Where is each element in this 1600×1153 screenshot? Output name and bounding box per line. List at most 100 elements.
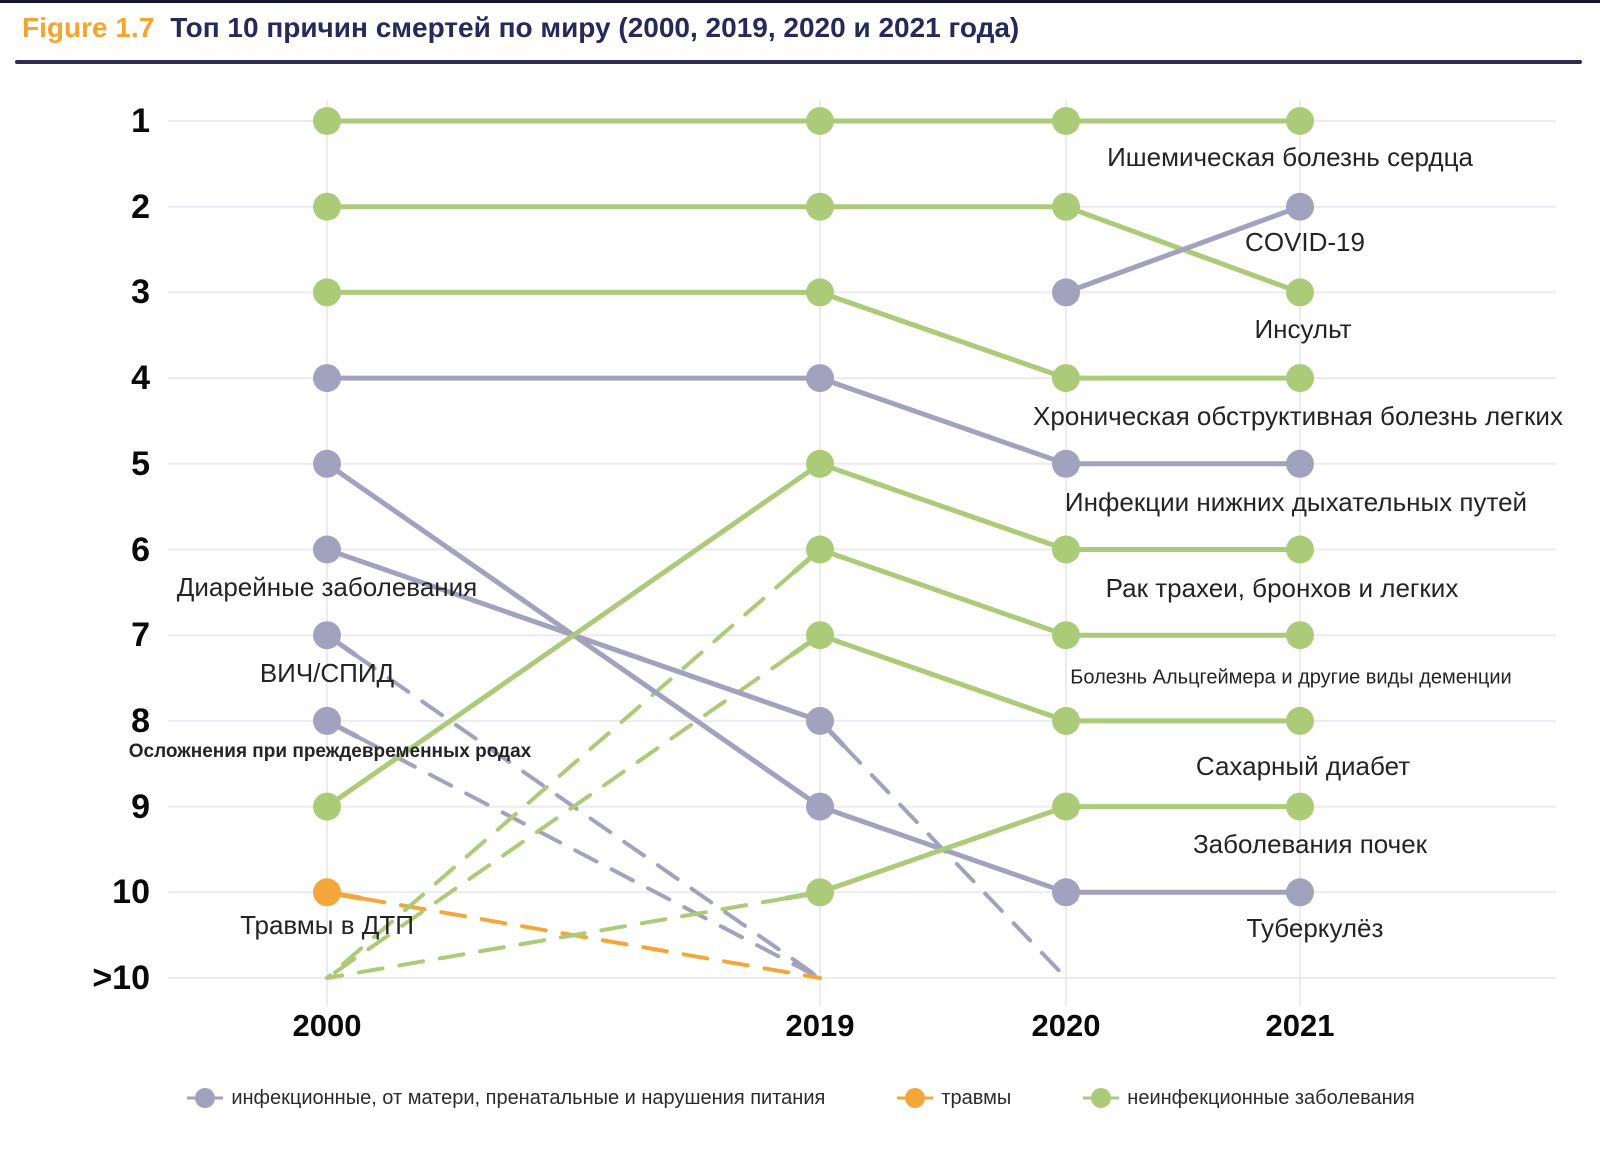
series-dot-2000-rank10 [313,878,341,907]
series-dot-2000-rank5 [313,449,341,478]
series-line [817,804,1069,895]
series-dot-2021-rank2 [1286,192,1314,221]
top-border [0,0,1600,3]
series-dot-2020-rank6 [1052,535,1080,564]
series-dot-2019-rank6 [806,535,834,564]
legend-marker-dot [195,1088,216,1108]
series-dot-2019-rank4 [806,364,834,393]
rank-axis-label-9: 9 [131,787,150,826]
cause-annotation-2: Осложнения при преждевременных родах [128,741,532,763]
page-title: Топ 10 причин смертей по миру (2000, 201… [170,12,1020,43]
rank-axis-label-2: 2 [131,187,150,226]
cause-annotation-3: Травмы в ДТП [240,910,414,941]
rank-axis-label-6: 6 [131,530,150,569]
series-dot-2019-rank2 [806,192,834,221]
cause-annotation-0: Диарейные заболевания [176,572,478,603]
rank-axis-label-10: 10 [112,873,150,912]
series-line [817,289,1069,381]
rank-axis-label-7: 7 [131,616,150,655]
series-dot-2019-rank10 [806,878,834,907]
legend-item-noncommunicable: неинфекционные заболевания [1081,1086,1415,1110]
series-dot-2021-rank6 [1286,535,1314,564]
title-underline [15,60,1582,64]
series-dashed-line [325,652,795,980]
solid-lines [324,118,1303,901]
series-dot-2020-rank9 [1052,792,1080,821]
series-dot-2020-rank4 [1052,364,1080,393]
series-dashed-line [841,743,1068,980]
series-dot-2000-rank6 [313,535,341,564]
series-dot-2019-rank8 [806,706,834,735]
series-dot-2019-rank9 [806,792,834,821]
legend-noncommunicable-marker-icon [1083,1088,1120,1108]
rank-axis-label-8: 8 [131,701,150,740]
series-dot-2000-rank4 [313,364,341,393]
series-dots [313,107,1314,907]
series-line [817,632,1069,724]
series-dot-2000-rank2 [313,192,341,221]
legend: инфекционные, от матери, пренатальные и … [0,1086,1600,1110]
year-axis-label-2000: 2000 [292,1008,362,1043]
series-line [324,461,823,810]
series-dot-2000-rank9 [313,792,341,821]
series-dot-2021-rank9 [1286,792,1314,821]
year-axis-label-2019: 2019 [785,1008,855,1043]
cause-annotation-6: Инсульт [1254,314,1352,345]
cause-annotation-11: Сахарный диабет [1195,751,1411,782]
year-axis-label-2021: 2021 [1265,1008,1335,1043]
cause-annotation-8: Инфекции нижних дыхательных путей [1064,487,1528,518]
legend-communicable-marker-icon [187,1088,224,1108]
series-dot-2020-rank2 [1052,192,1080,221]
series-dashed-line [355,734,822,980]
series-line [817,375,1069,467]
series-dot-2019-rank1 [806,107,834,135]
figure-number-label: Figure 1.7 [22,12,155,43]
series-dashed-line [358,896,822,980]
legend-item-injuries: травмы [895,1086,1011,1110]
rank-axis-label-5: 5 [131,444,150,483]
series-dot-2020-rank10 [1052,878,1080,907]
series-dot-2000-rank8 [313,706,341,735]
series-dot-2019-rank3 [806,278,834,307]
series-line [817,547,1069,638]
series-dot-2019-rank7 [806,621,834,650]
cause-annotation-1: ВИЧ/СПИД [259,658,395,689]
figure-header: Figure 1.7 Топ 10 причин смертей по миру… [22,12,1019,44]
series-line [1063,204,1303,295]
series-dot-2021-rank3 [1286,278,1314,307]
series-dot-2021-rank5 [1286,449,1314,478]
series-dot-2000-rank1 [313,107,341,135]
legend-item-communicable: инфекционные, от матери, пренатальные и … [185,1086,825,1110]
series-dot-2020-rank7 [1052,621,1080,650]
legend-item-label: неинфекционные заболевания [1127,1086,1415,1109]
rank-axis-label-3: 3 [131,273,150,312]
series-line [817,461,1069,552]
cause-annotation-10: Болезнь Альцгеймера и другие виды деменц… [1070,666,1512,689]
series-dot-2019-rank5 [806,449,834,478]
rank-axis-label-1: 1 [131,102,150,140]
series-dot-2021-rank4 [1286,364,1314,393]
series-dot-2021-rank1 [1286,107,1314,135]
cause-annotation-7: Хроническая обструктивная болезнь легких [1033,401,1563,432]
series-dot-2021-rank10 [1286,878,1314,907]
legend-item-label: инфекционные, от матери, пренатальные и … [231,1086,826,1109]
cause-annotation-12: Заболевания почек [1192,829,1428,860]
series-dot-2000-rank7 [313,621,341,650]
rank-axis-label-gt10: >10 [92,959,150,997]
series-dashed-line [325,896,789,980]
series-dot-2020-rank1 [1052,107,1080,135]
series-dashed-line [325,569,797,980]
series-dot-2000-rank3 [313,278,341,307]
dashed-lines [325,569,1068,980]
series-dashed-line [352,652,822,980]
rank-axis-label-4: 4 [131,359,150,398]
cause-annotation-13: Туберкулёз [1246,913,1384,944]
cause-annotation-5: COVID-19 [1245,227,1365,258]
year-axis-label-2020: 2020 [1031,1008,1101,1043]
legend-marker-dot [1091,1088,1112,1108]
series-dot-2021-rank7 [1286,621,1314,650]
series-dot-2020-rank8 [1052,706,1080,735]
series-dot-2020-rank5 [1052,449,1080,478]
series-dot-2020-rank3 [1052,278,1080,307]
